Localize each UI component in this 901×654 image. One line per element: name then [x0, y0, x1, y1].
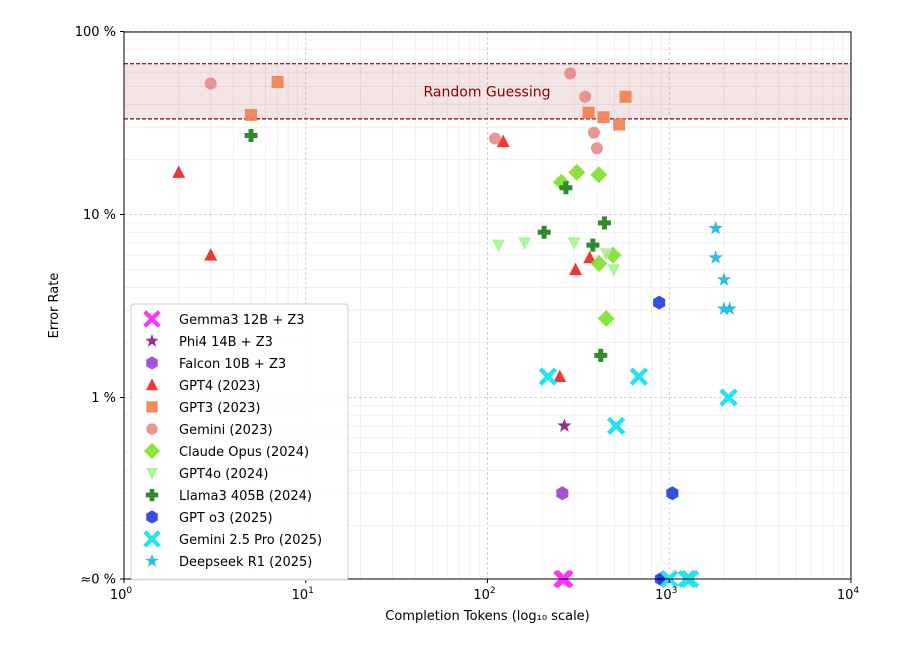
random-guessing-band: Random Guessing	[124, 64, 851, 119]
data-point	[598, 111, 610, 123]
data-point	[613, 119, 625, 131]
x-tick-label: 101	[292, 586, 314, 603]
legend-label: Falcon 10B + Z3	[179, 357, 286, 372]
legend-label: Gemma3 12B + Z3	[179, 313, 305, 328]
data-point	[588, 127, 600, 139]
legend-marker	[146, 423, 157, 434]
legend-label: Gemini (2023)	[179, 423, 273, 438]
legend-label: Deepseek R1 (2025)	[179, 555, 312, 570]
data-point	[245, 109, 257, 121]
data-point	[579, 91, 591, 103]
y-axis-ticks: 100 % 10 % 1 % ≈0 %	[75, 25, 124, 588]
data-point	[205, 77, 217, 89]
y-tick-label: 10 %	[83, 208, 116, 223]
legend-label: GPT o3 (2025)	[179, 511, 273, 526]
legend-label: GPT4o (2024)	[179, 467, 268, 482]
data-point	[591, 142, 603, 154]
legend-marker	[146, 401, 157, 412]
y-tick-label: ≈0 %	[80, 573, 116, 588]
data-point	[489, 133, 501, 145]
data-point	[272, 76, 284, 88]
data-point	[583, 107, 595, 119]
x-tick-label: 104	[837, 586, 860, 603]
legend: Gemma3 12B + Z3 Phi4 14B + Z3 Falcon 10B +…	[131, 304, 348, 580]
y-tick-label: 1 %	[91, 391, 116, 406]
y-tick-label: 100 %	[75, 25, 116, 40]
x-tick-label: 102	[473, 586, 495, 603]
y-axis-label: Error Rate	[47, 273, 62, 339]
legend-label: Llama3 405B (2024)	[179, 489, 312, 504]
x-tick-label: 100	[110, 586, 133, 603]
band-label: Random Guessing	[424, 84, 551, 100]
x-tick-label: 103	[655, 586, 677, 603]
legend-label: Claude Opus (2024)	[179, 445, 309, 460]
x-axis-ticks: 100 101 102 103 104	[110, 579, 860, 603]
legend-label: Phi4 14B + Z3	[179, 335, 273, 350]
x-axis-label: Completion Tokens (log₁₀ scale)	[385, 609, 590, 624]
legend-label: Gemini 2.5 Pro (2025)	[179, 533, 322, 548]
data-point	[564, 67, 576, 79]
legend-label: GPT3 (2023)	[179, 401, 261, 416]
legend-label: GPT4 (2023)	[179, 379, 261, 394]
data-point	[620, 91, 632, 103]
